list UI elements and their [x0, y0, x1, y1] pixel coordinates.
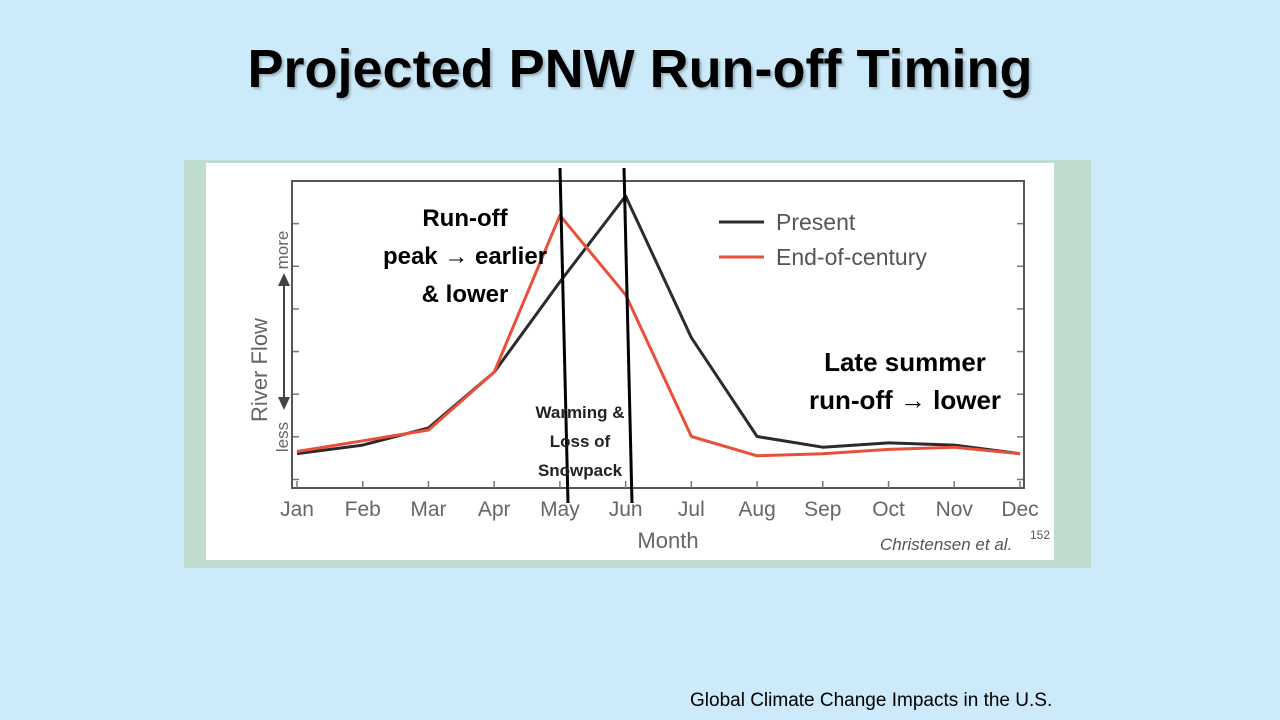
- y-axis-less-label: less: [273, 422, 292, 452]
- warming-annotation-line: Snowpack: [537, 461, 623, 480]
- runoff-annotation-line: & lower: [421, 281, 509, 308]
- x-tick-label: Nov: [936, 498, 974, 521]
- warming-marker-line-may: [558, 167, 570, 504]
- x-tick-label: Mar: [410, 498, 446, 521]
- x-axis-title: Month: [637, 528, 698, 553]
- y-axis-double-arrow: [278, 273, 290, 410]
- x-tick-label: Jul: [678, 498, 705, 521]
- x-tick-label: Dec: [1001, 498, 1038, 521]
- warming-annotation-line: Warming &: [535, 403, 625, 422]
- warming-marker-line-jun: [622, 167, 634, 504]
- chart-credit: Christensen et al.: [880, 535, 1012, 554]
- x-tick-label: Jun: [609, 498, 643, 521]
- x-tick-label: Apr: [478, 498, 511, 521]
- late-summer-annotation: Late summer run-off → lower: [775, 343, 1035, 419]
- late-summer-annotation-line: Late summer: [824, 347, 986, 377]
- plot-area-frame: [291, 180, 1025, 489]
- runoff-annotation-line: peak → earlier: [382, 243, 548, 270]
- late-summer-annotation-line: run-off → lower: [808, 385, 1002, 415]
- legend-label: Present: [776, 209, 856, 235]
- y-axis-more-label: more: [273, 231, 292, 270]
- legend: Present End-of-century: [719, 209, 927, 270]
- warming-annotation: Warming & Loss of Snowpack: [505, 398, 655, 485]
- runoff-line-chart: Jan Feb Mar Apr May Jun Jul Aug Sep Oct Nov Dec Mon…: [247, 167, 1050, 554]
- source-citation: Global Climate Change Impacts in the U.S…: [690, 690, 1053, 711]
- slide-title: Projected PNW Run-off Timing: [247, 39, 1033, 99]
- runoff-annotation-line: Run-off: [422, 205, 508, 232]
- x-tick-label: Feb: [345, 498, 381, 521]
- runoff-peak-annotation: Run-off peak → earlier & lower: [360, 200, 570, 314]
- warming-annotation-line: Loss of: [549, 432, 611, 451]
- x-tick-label: Sep: [804, 498, 841, 521]
- x-tick-label: Jan: [280, 498, 314, 521]
- x-tick-label: Oct: [872, 498, 905, 521]
- x-tick-label: Aug: [738, 498, 775, 521]
- legend-label: End-of-century: [776, 244, 927, 270]
- y-axis-title: River Flow: [247, 318, 272, 422]
- x-tick-label: May: [540, 498, 580, 521]
- chart-credit-ref: 152: [1030, 528, 1050, 542]
- y-axis-annotation: River Flow: [247, 318, 272, 422]
- series-line-end-of-century: [296, 213, 1021, 458]
